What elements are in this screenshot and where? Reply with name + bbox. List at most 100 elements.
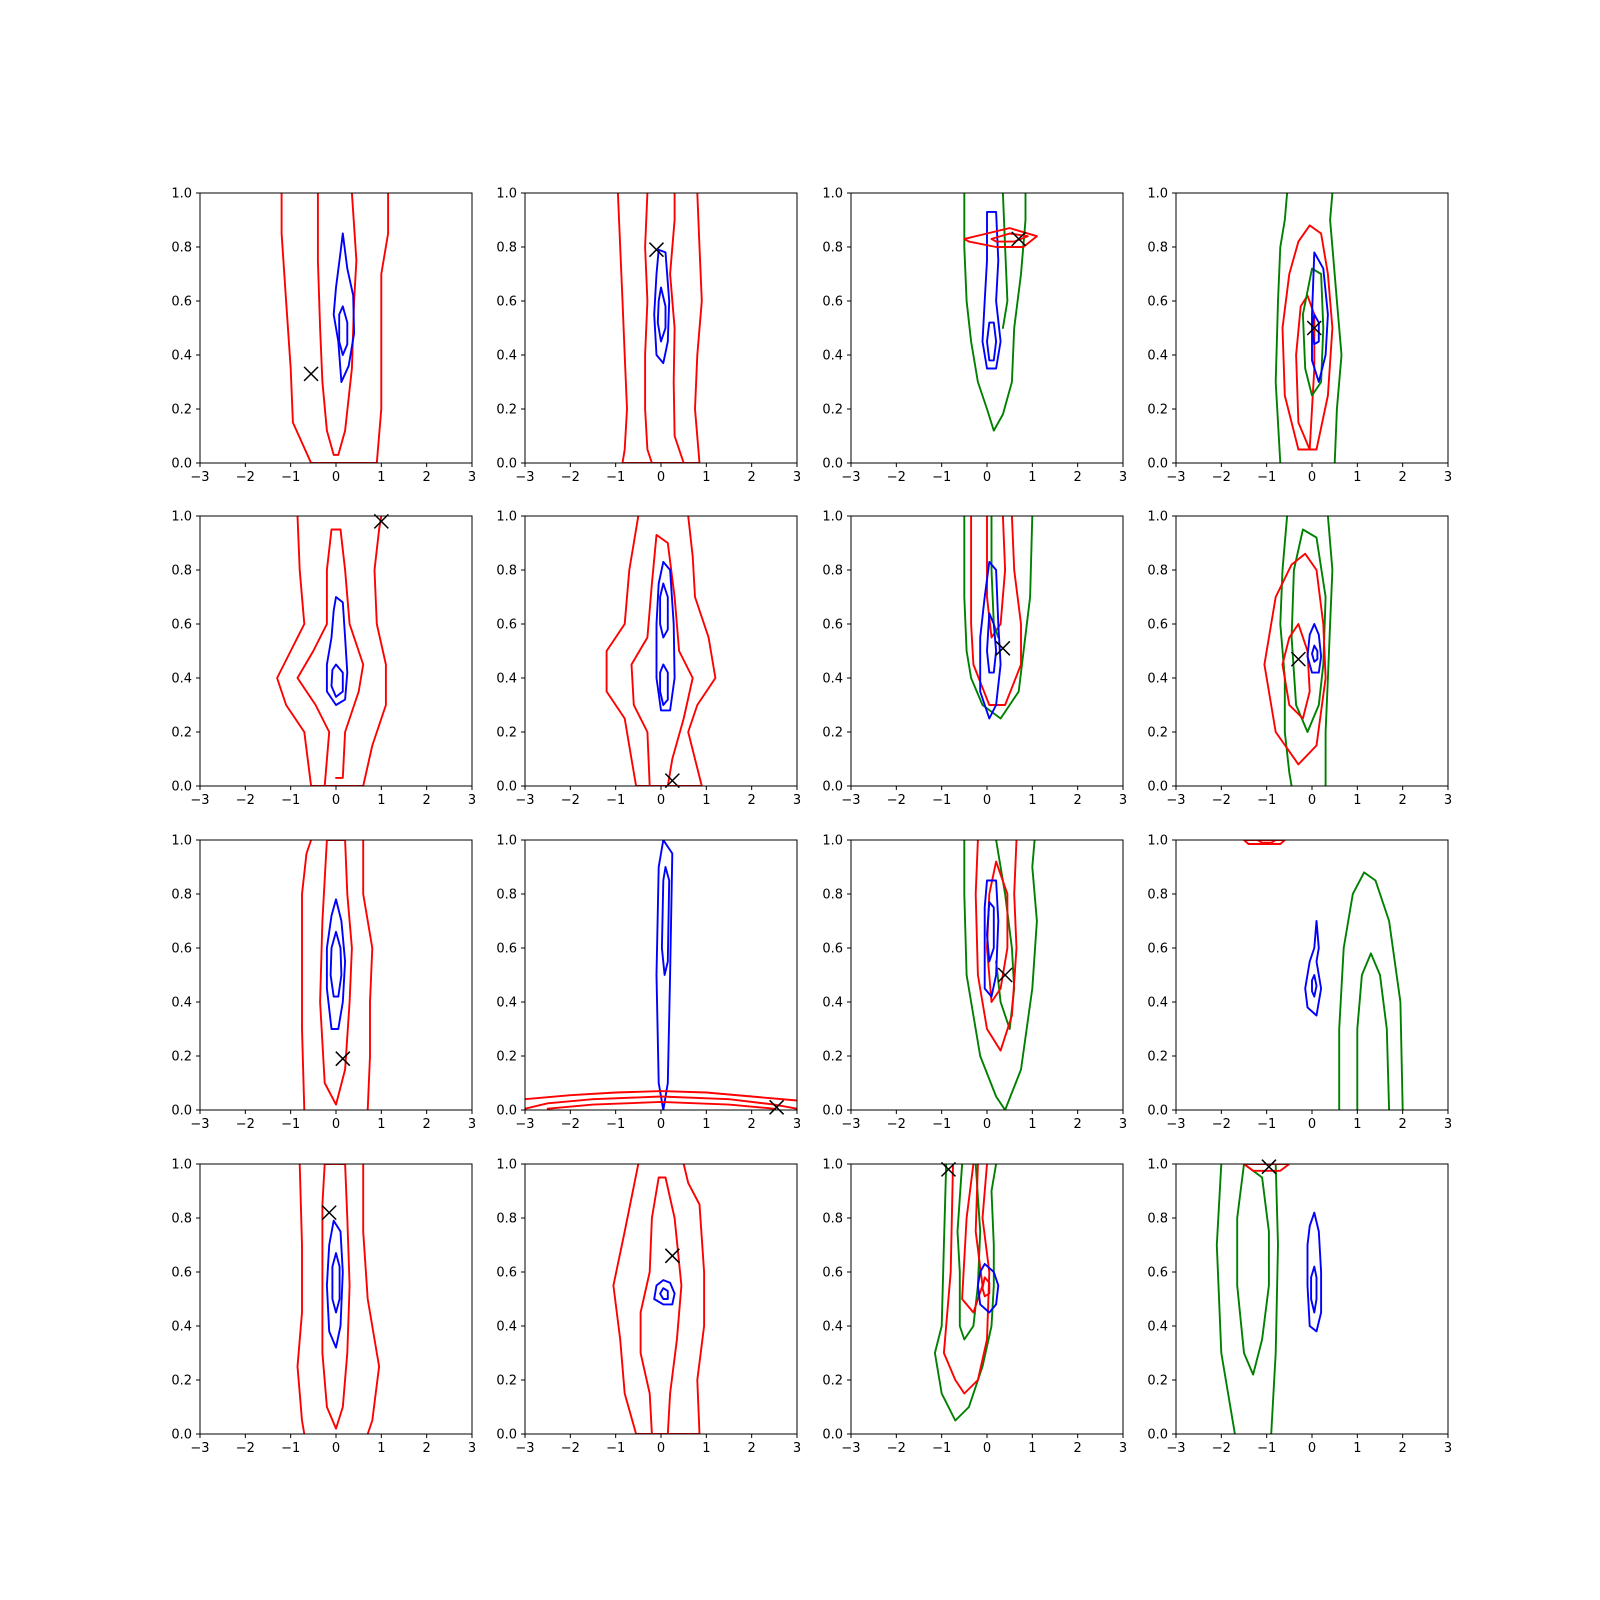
x-tick-label: 2: [1399, 1441, 1407, 1456]
x-tick-label: 3: [1444, 793, 1452, 808]
y-tick-label: 0.4: [171, 1320, 192, 1335]
x-tick-label: 3: [468, 793, 476, 808]
contour-group: [963, 840, 1038, 1110]
x-tick-label: −1: [1257, 793, 1276, 808]
x-tick-label: 2: [1399, 1117, 1407, 1132]
plot-frame: [524, 192, 798, 464]
x-tick-label: 0: [657, 470, 665, 485]
x-tick-label: −2: [561, 1117, 580, 1132]
contour-green: [1290, 528, 1327, 733]
contour-red: [644, 193, 685, 463]
contour-blue: [330, 663, 344, 698]
x-marker: [373, 513, 389, 529]
contour-red: [974, 840, 1018, 1052]
y-tick-label: 0.0: [171, 457, 192, 472]
y-tick-label: 0.6: [1147, 295, 1168, 310]
contour-red: [981, 1276, 991, 1298]
contour-blue: [325, 596, 349, 706]
y-tick-label: 1.0: [1147, 187, 1168, 202]
contour-blue: [1311, 644, 1319, 663]
x-tick-label: −3: [190, 470, 209, 485]
x-tick-label: −1: [1257, 1117, 1276, 1132]
x-tick-label: −3: [841, 1117, 860, 1132]
x-tick-label: 3: [793, 1441, 801, 1456]
y-tick-label: 0.6: [822, 295, 843, 310]
x-marker: [995, 640, 1011, 656]
contour-green: [1329, 193, 1343, 463]
contour-blue: [986, 321, 998, 362]
x-tick-label: 3: [793, 1117, 801, 1132]
y-tick-label: 0.4: [822, 349, 843, 364]
x-tick-label: 2: [423, 1117, 431, 1132]
contour-blue: [329, 930, 343, 998]
x-tick-label: −3: [841, 470, 860, 485]
x-tick-label: −1: [606, 470, 625, 485]
x-tick-label: −3: [1166, 1441, 1185, 1456]
y-tick-label: 0.6: [496, 618, 517, 633]
y-tick-label: 0.6: [171, 942, 192, 957]
y-tick-label: 0.4: [171, 349, 192, 364]
contour-blue: [331, 1252, 341, 1314]
panel-r3-c0: −3 −2 −1 0 1 2 3 0.0 0.2 0.4 0.6 0.8 1.0: [171, 1158, 476, 1457]
x-tick-label: −2: [887, 1117, 906, 1132]
y-tick-label: 1.0: [496, 510, 517, 525]
x-tick-label: 3: [1119, 793, 1127, 808]
contour-red: [961, 1164, 984, 1314]
contour-green: [963, 840, 1038, 1110]
contour-green: [1324, 516, 1334, 786]
contour-red: [362, 840, 374, 1110]
x-tick-label: −1: [932, 1117, 951, 1132]
x-tick-label: 0: [332, 470, 340, 485]
panel-r1-c0: −3 −2 −1 0 1 2 3 0.0 0.2 0.4 0.6 0.8 1.0: [171, 510, 476, 809]
contour-red: [942, 1164, 991, 1395]
x-tick-label: 2: [748, 793, 756, 808]
x-tick-label: 1: [377, 470, 385, 485]
contour-green: [956, 1164, 982, 1341]
x-marker: [1261, 1159, 1277, 1175]
y-tick-label: 0.4: [496, 1320, 517, 1335]
y-tick-label: 0.2: [822, 726, 843, 741]
contour-blue: [660, 866, 671, 976]
y-tick-label: 0.0: [1147, 1428, 1168, 1443]
contour-green: [1274, 193, 1289, 463]
y-tick-label: 0.4: [1147, 1320, 1168, 1335]
x-tick-label: −3: [515, 793, 534, 808]
x-marker: [648, 242, 664, 258]
x-tick-label: 3: [1119, 1117, 1127, 1132]
y-tick-label: 0.8: [171, 241, 192, 256]
contour-red: [616, 193, 703, 463]
panel-r3-c1: −3 −2 −1 0 1 2 3 0.0 0.2 0.4 0.6 0.8 1.0: [496, 1158, 801, 1457]
contour-red: [630, 533, 694, 786]
x-tick-label: 3: [1119, 1441, 1127, 1456]
contour-blue: [659, 1287, 669, 1300]
y-tick-label: 0.8: [1147, 888, 1168, 903]
y-tick-label: 0.0: [822, 1428, 843, 1443]
y-tick-label: 0.4: [1147, 349, 1168, 364]
x-tick-label: −2: [561, 470, 580, 485]
x-marker: [1290, 651, 1306, 667]
contour-group: [612, 1164, 706, 1434]
y-tick-label: 0.4: [822, 996, 843, 1011]
x-tick-label: 2: [423, 1441, 431, 1456]
contour-blue: [653, 1279, 676, 1306]
x-tick-label: −3: [515, 1441, 534, 1456]
x-tick-label: 1: [377, 1441, 385, 1456]
y-tick-label: 0.4: [822, 672, 843, 687]
contour-red: [321, 1164, 351, 1430]
y-tick-label: 1.0: [171, 187, 192, 202]
x-tick-label: 1: [1028, 1117, 1036, 1132]
x-tick-label: −2: [236, 793, 255, 808]
y-tick-label: 0.2: [171, 403, 192, 418]
y-tick-label: 0.0: [496, 1104, 517, 1119]
contour-group: [301, 840, 374, 1110]
contour-red: [1295, 294, 1316, 451]
x-tick-label: 2: [423, 793, 431, 808]
plot-frame: [524, 515, 798, 787]
panel-r2-c1: −3 −2 −1 0 1 2 3 0.0 0.2 0.4 0.6 0.8 1.0: [496, 834, 801, 1133]
contour-group: [276, 516, 387, 786]
x-tick-label: 1: [377, 1117, 385, 1132]
x-tick-label: −1: [932, 1441, 951, 1456]
panel-r1-c2: −3 −2 −1 0 1 2 3 0.0 0.2 0.4 0.6 0.8 1.0: [822, 510, 1127, 809]
y-tick-label: 0.6: [496, 1266, 517, 1281]
